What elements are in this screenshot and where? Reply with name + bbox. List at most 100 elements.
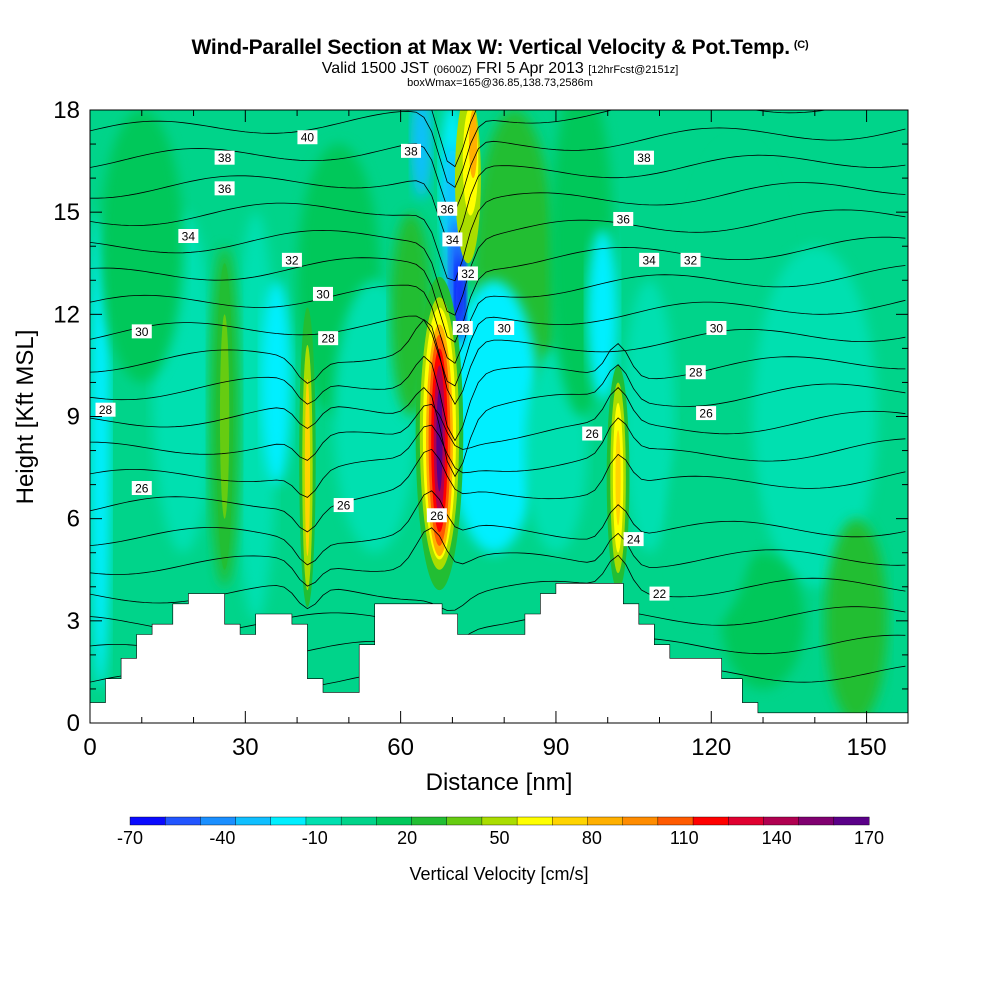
- colorbar-swatch: [728, 816, 764, 826]
- contour-label: 32: [285, 253, 299, 267]
- theta-contour-line: [90, 343, 906, 442]
- colorbar-swatch: [481, 816, 518, 826]
- colorbar-tick-label: -40: [209, 828, 235, 848]
- colorbar-swatch: [657, 816, 694, 826]
- field-blob: [623, 280, 676, 553]
- valid-date: FRI 5 Apr 2013: [476, 60, 584, 77]
- colorbar-swatch: [763, 816, 800, 826]
- contour-label: 36: [218, 182, 232, 196]
- theta-contour-line: [90, 448, 906, 533]
- field-blob: [90, 212, 111, 689]
- colorbar-swatch: [798, 816, 835, 826]
- contour-label: 38: [218, 151, 232, 165]
- colorbar-swatch: [376, 816, 413, 826]
- contour-label-box: [131, 324, 152, 339]
- contour-label-box: [582, 426, 603, 441]
- colorbar: -70 -40 -10 20 50 80 110 140 170: [117, 816, 884, 848]
- colorbar-swatch: [129, 816, 166, 826]
- colorbar-swatch: [411, 816, 448, 826]
- colorbar-tick-label: 140: [762, 828, 792, 848]
- theta-contour-line: [90, 127, 906, 213]
- theta-contour-line: [90, 182, 906, 282]
- contour-labels: 40 38 38 38 36 36 36 34 34 34 32 32 32 30 30 30 30 28 28 28…: [95, 130, 727, 601]
- updraft-core: [436, 389, 443, 492]
- y-tick-label: 15: [53, 199, 80, 226]
- contour-label: 26: [135, 482, 149, 496]
- theta-contour-line: [90, 417, 906, 498]
- updraft-cell: [615, 430, 621, 526]
- theta-contour-line: [90, 236, 906, 343]
- colorbar-tick-label: -10: [302, 828, 328, 848]
- vertical-velocity-field: [90, 110, 908, 723]
- contour-label: 38: [404, 144, 418, 158]
- colorbar-swatch: [833, 816, 870, 826]
- field-blob: [100, 110, 184, 383]
- colorbar-swatch: [552, 816, 588, 826]
- colorbar-tick-label: 50: [489, 828, 509, 848]
- theta-contour-line: [90, 364, 906, 478]
- x-axis-label: Distance [nm]: [426, 769, 573, 796]
- field-blob: [260, 280, 292, 485]
- y-tick-label: 3: [67, 608, 80, 635]
- contour-label: 38: [637, 151, 651, 165]
- y-axis-label: Height [Kft MSL]: [12, 330, 39, 505]
- contour-label: 26: [337, 499, 351, 513]
- field-blob: [447, 280, 541, 553]
- y-tick-label: 0: [67, 710, 80, 737]
- contour-label: 30: [710, 321, 724, 335]
- contour-label-box: [178, 229, 199, 244]
- contour-label: 34: [182, 230, 196, 244]
- contour-label-box: [400, 143, 421, 158]
- colorbar-swatch: [340, 816, 377, 826]
- colorbar-swatch: [270, 816, 307, 826]
- colorbar-swatch: [587, 816, 624, 826]
- contour-label-box: [95, 402, 116, 417]
- contour-label: 26: [430, 509, 444, 523]
- contour-label-box: [297, 130, 318, 145]
- contour-label: 40: [301, 131, 315, 145]
- terrain-shape: [90, 583, 908, 723]
- contour-label: 30: [497, 321, 511, 335]
- contour-label: 36: [617, 212, 631, 226]
- colorbar-tick-label: -70: [117, 828, 143, 848]
- contour-label: 28: [456, 321, 470, 335]
- contour-label: 32: [461, 267, 475, 281]
- x-tick-label: 0: [83, 734, 96, 761]
- contour-label-box: [696, 406, 717, 421]
- contour-label-box: [437, 201, 458, 216]
- y-tick-label: 18: [53, 97, 80, 124]
- contour-label-box: [680, 252, 701, 267]
- colorbar-swatch: [622, 816, 659, 826]
- contour-label-box: [494, 320, 515, 335]
- theta-contour-line: [90, 387, 906, 461]
- contour-label-box: [685, 365, 706, 380]
- y-tick-label: 9: [67, 404, 80, 431]
- colorbar-label: Vertical Velocity [cm/s]: [409, 864, 588, 884]
- field-blob: [669, 416, 753, 621]
- x-tick-label: 120: [691, 734, 731, 761]
- contour-label-box: [706, 320, 727, 335]
- y-tick-label: 12: [53, 301, 80, 328]
- contour-label-box: [649, 586, 670, 601]
- contour-label-box: [457, 266, 478, 281]
- contour-label: 34: [446, 233, 460, 247]
- contour-label-box: [312, 286, 333, 301]
- theta-contour-line: [90, 110, 828, 188]
- colorbar-swatch: [235, 816, 272, 826]
- colorbar-swatch: [305, 816, 342, 826]
- contour-label: 26: [699, 407, 713, 421]
- field-blob: [752, 246, 877, 587]
- x-tick-label: 150: [847, 734, 887, 761]
- y-tick-label: 6: [67, 506, 80, 533]
- contour-label-box: [131, 481, 152, 496]
- contour-label-box: [452, 320, 473, 335]
- contour-label-box: [333, 498, 354, 513]
- contour-label-box: [214, 150, 235, 165]
- theta-contour-line: [90, 490, 906, 566]
- colorbar-swatch: [164, 816, 201, 826]
- downdraft-blob: [410, 110, 432, 199]
- colorbar-swatch: [446, 816, 483, 826]
- contour-label: 36: [441, 202, 455, 216]
